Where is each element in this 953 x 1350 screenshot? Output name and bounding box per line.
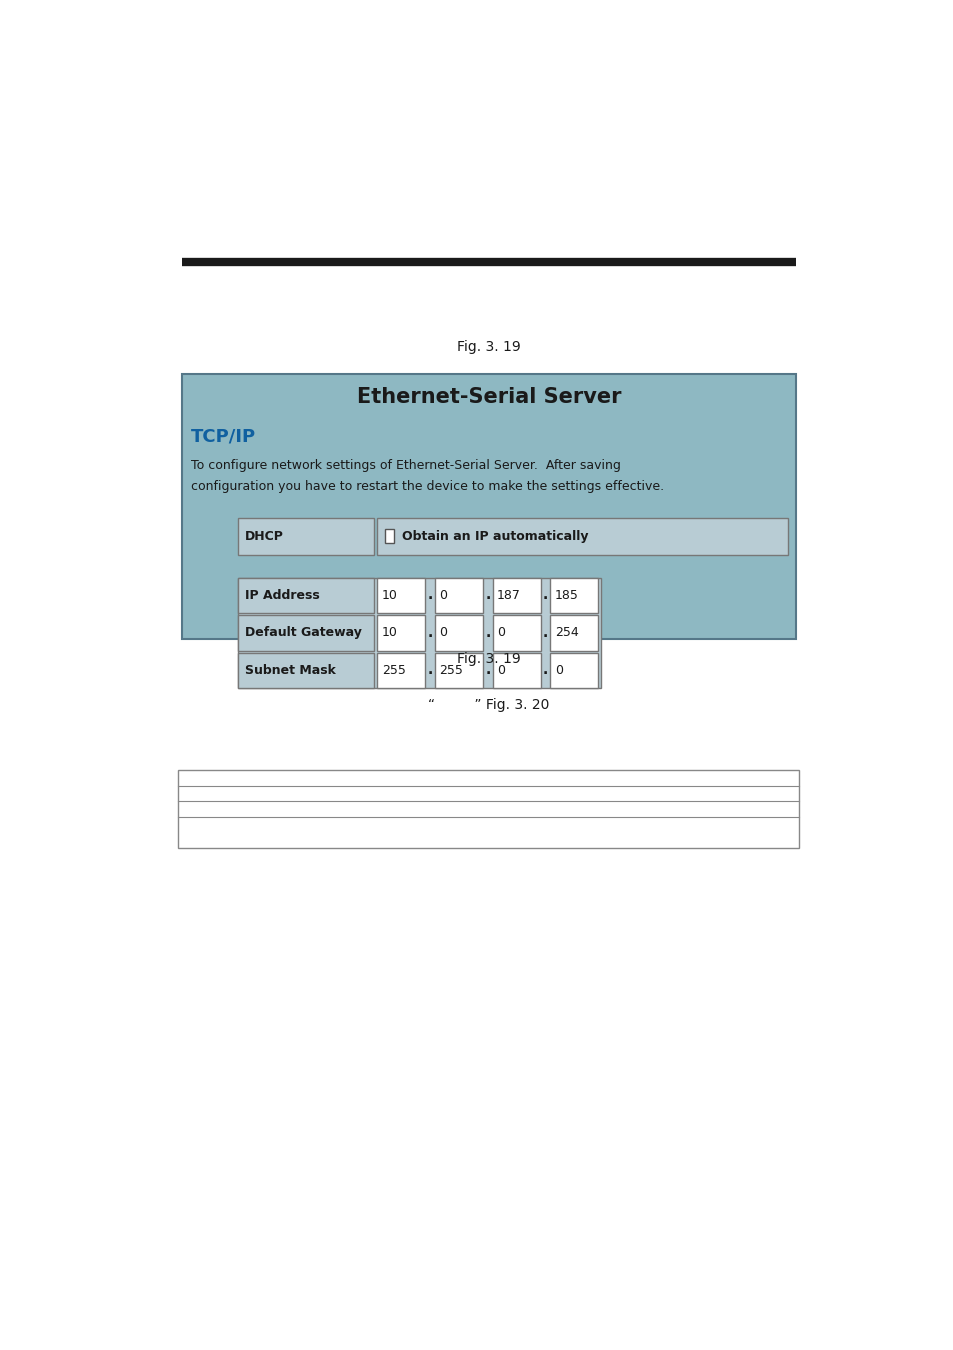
FancyBboxPatch shape bbox=[237, 652, 374, 688]
FancyBboxPatch shape bbox=[435, 652, 482, 688]
FancyBboxPatch shape bbox=[435, 616, 482, 651]
Text: “         ” Fig. 3. 20: “ ” Fig. 3. 20 bbox=[428, 698, 549, 711]
FancyBboxPatch shape bbox=[550, 578, 598, 613]
Text: .: . bbox=[427, 589, 433, 602]
Text: .: . bbox=[542, 626, 548, 640]
Text: Fig. 3. 19: Fig. 3. 19 bbox=[456, 652, 520, 666]
FancyBboxPatch shape bbox=[376, 652, 425, 688]
FancyBboxPatch shape bbox=[376, 616, 425, 651]
Text: .: . bbox=[485, 663, 490, 678]
Text: 0: 0 bbox=[497, 626, 504, 640]
Text: 0: 0 bbox=[554, 664, 562, 676]
Text: TCP/IP: TCP/IP bbox=[191, 428, 255, 446]
Text: 0: 0 bbox=[497, 664, 504, 676]
Text: 0: 0 bbox=[439, 626, 447, 640]
Text: 10: 10 bbox=[381, 626, 397, 640]
Text: .: . bbox=[542, 589, 548, 602]
FancyBboxPatch shape bbox=[237, 517, 374, 555]
Text: Obtain an IP automatically: Obtain an IP automatically bbox=[401, 529, 588, 543]
Text: .: . bbox=[485, 626, 490, 640]
Text: 187: 187 bbox=[497, 589, 520, 602]
FancyBboxPatch shape bbox=[550, 616, 598, 651]
FancyBboxPatch shape bbox=[492, 578, 540, 613]
Text: DHCP: DHCP bbox=[245, 529, 283, 543]
FancyBboxPatch shape bbox=[550, 652, 598, 688]
FancyBboxPatch shape bbox=[376, 517, 787, 555]
FancyBboxPatch shape bbox=[376, 578, 425, 613]
FancyBboxPatch shape bbox=[237, 578, 374, 613]
Text: Subnet Mask: Subnet Mask bbox=[245, 664, 335, 676]
FancyBboxPatch shape bbox=[182, 374, 795, 639]
FancyBboxPatch shape bbox=[492, 652, 540, 688]
Text: 185: 185 bbox=[554, 589, 578, 602]
FancyBboxPatch shape bbox=[237, 616, 374, 651]
FancyBboxPatch shape bbox=[178, 769, 799, 848]
Text: 254: 254 bbox=[554, 626, 578, 640]
FancyBboxPatch shape bbox=[435, 578, 482, 613]
Text: .: . bbox=[427, 626, 433, 640]
FancyBboxPatch shape bbox=[492, 616, 540, 651]
Text: Ethernet-Serial Server: Ethernet-Serial Server bbox=[356, 387, 620, 406]
Text: 255: 255 bbox=[439, 664, 463, 676]
Text: Fig. 3. 19: Fig. 3. 19 bbox=[456, 340, 520, 354]
Text: .: . bbox=[485, 589, 490, 602]
Text: 255: 255 bbox=[381, 664, 405, 676]
Text: .: . bbox=[427, 663, 433, 678]
Text: configuration you have to restart the device to make the settings effective.: configuration you have to restart the de… bbox=[191, 479, 663, 493]
Text: Default Gateway: Default Gateway bbox=[245, 626, 361, 640]
FancyBboxPatch shape bbox=[384, 529, 394, 543]
Text: To configure network settings of Ethernet-Serial Server.  After saving: To configure network settings of Etherne… bbox=[191, 459, 620, 472]
Text: 10: 10 bbox=[381, 589, 397, 602]
Text: 0: 0 bbox=[439, 589, 447, 602]
Text: .: . bbox=[542, 663, 548, 678]
FancyBboxPatch shape bbox=[237, 578, 600, 688]
Text: IP Address: IP Address bbox=[245, 589, 319, 602]
